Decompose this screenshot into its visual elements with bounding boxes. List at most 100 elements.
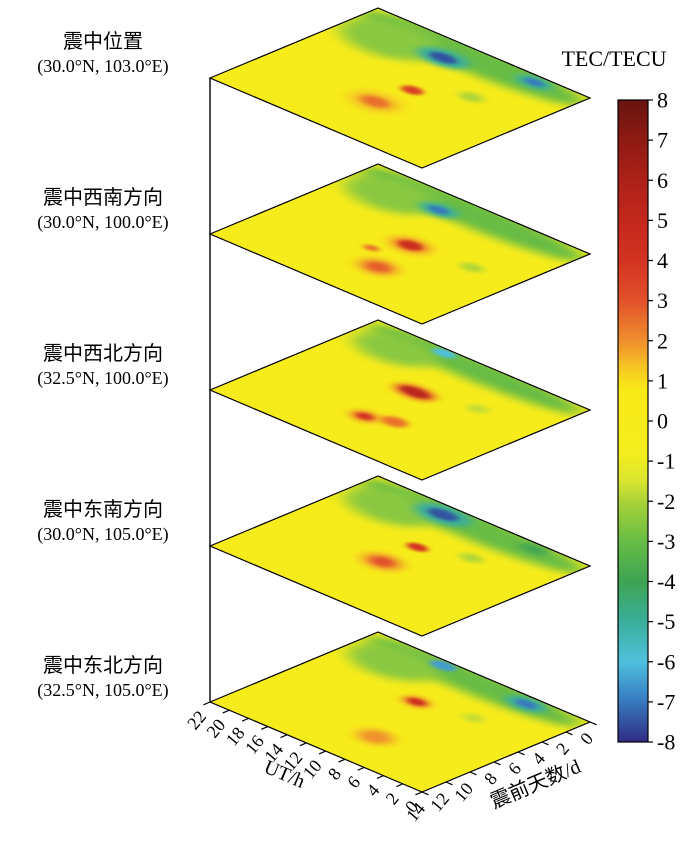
layer-background <box>210 320 590 480</box>
ut-tick-mark <box>299 742 307 747</box>
ut-tick-mark <box>280 734 288 739</box>
ut-tick-label-6: 6 <box>343 772 364 792</box>
days-tick-mark <box>589 721 597 726</box>
colorbar-tick-label-7: 7 <box>657 128 668 153</box>
layer-border <box>210 476 590 636</box>
days-tick-label-0: 0 <box>576 729 597 749</box>
tec-anomaly-blob <box>407 698 426 706</box>
tec-anomaly-blob <box>519 543 548 555</box>
tec-anomaly-blob <box>432 348 457 359</box>
layer-background <box>210 476 590 636</box>
days-tick-mark <box>445 781 453 786</box>
tec-anomaly-blob <box>460 262 484 273</box>
layer-1-name: 震中位置 <box>63 30 143 53</box>
colorbar-tick-label--5: -5 <box>657 609 675 634</box>
layer-border <box>210 320 590 480</box>
layer-5-name: 震中东北方向 <box>43 654 163 677</box>
colorbar-tick-label-3: 3 <box>657 288 668 313</box>
days-tick-mark <box>565 731 573 736</box>
ut-tick-mark <box>395 783 403 788</box>
tec-anomaly-blob <box>467 404 489 414</box>
tec-anomaly-blob <box>339 17 441 61</box>
tec-anomaly-blob <box>360 95 390 108</box>
tec-anomaly-blob <box>366 262 390 272</box>
tec-anomaly-blob <box>427 508 458 521</box>
days-tick-label-8: 8 <box>480 769 501 789</box>
tec-anomaly-blob <box>429 51 458 64</box>
layer-4-name: 震中东南方向 <box>43 498 163 521</box>
days-tick-mark <box>517 751 525 756</box>
colorbar-tick-label--8: -8 <box>657 730 675 755</box>
colorbar-tick-label--2: -2 <box>657 489 675 514</box>
days-tick-mark <box>469 771 477 776</box>
days-tick-label-6: 6 <box>504 759 525 779</box>
chart-canvas: 震中位置 (30.0°N, 103.0°E) 震中西南方向 (30.0°N, 100.… <box>37 0 675 825</box>
tec-anomaly-blob <box>344 175 439 215</box>
days-tick-mark <box>541 741 549 746</box>
colorbar-tick-label-4: 4 <box>657 248 668 273</box>
tec-anomaly-blob <box>430 660 457 672</box>
tec-anomaly-blob <box>406 542 428 552</box>
tec-anomaly-blob <box>400 85 424 95</box>
layer-border <box>210 632 590 792</box>
tec-anomaly-blob <box>353 331 437 368</box>
colorbar-tick-label--4: -4 <box>657 569 675 594</box>
colorbar-tick-label-2: 2 <box>657 328 668 353</box>
ut-tick-mark <box>222 709 230 714</box>
layer-2-name: 震中西南方向 <box>43 186 163 209</box>
tec-anomaly-blob <box>363 244 380 252</box>
tec-map-layer-5 <box>191 624 609 800</box>
ut-tick-mark <box>357 766 365 771</box>
colorbar-tick-label-0: 0 <box>657 409 668 434</box>
layer-background <box>210 8 590 168</box>
ut-tick-mark <box>338 758 346 763</box>
colorbar-tick-label-6: 6 <box>657 168 668 193</box>
tec-anomaly-blob <box>344 487 439 527</box>
tec-map-layer-1 <box>191 0 609 176</box>
tec-anomaly-blob <box>357 729 394 745</box>
ut-tick-mark <box>318 750 326 755</box>
layer-3-coordinates: (32.5°N, 100.0°E) <box>37 368 168 389</box>
tec-anomaly-blob <box>356 412 374 420</box>
layer-2-coordinates: (30.0°N, 100.0°E) <box>37 212 168 233</box>
ut-tick-label-8: 8 <box>324 764 345 784</box>
tec-map-layer-4 <box>191 468 609 644</box>
tec-anomaly-blob <box>397 240 423 251</box>
days-tick-label-10: 10 <box>450 779 477 806</box>
tec-map-layer-3 <box>191 312 609 488</box>
tec-anomaly-blob <box>380 416 408 428</box>
colorbar-tick-label--7: -7 <box>657 689 675 714</box>
colorbar-title: TEC/TECU <box>561 46 666 71</box>
colorbar-tick-label-5: 5 <box>657 208 668 233</box>
ut-tick-mark <box>376 775 384 779</box>
layer-background <box>210 632 590 792</box>
colorbar-gradient <box>617 99 649 743</box>
colorbar-tick-label--6: -6 <box>657 649 675 674</box>
colorbar-tick-label-8: 8 <box>657 88 668 113</box>
days-tick-label-4: 4 <box>528 749 549 769</box>
colorbar-tick-label--1: -1 <box>657 449 675 474</box>
tec-anomaly-blob <box>370 556 395 567</box>
tec-anomaly-blob <box>347 643 438 682</box>
tec-anomaly-blob <box>428 205 449 215</box>
ut-tick-mark <box>203 701 211 706</box>
tec-anomaly-blob <box>515 699 537 709</box>
layer-3-name: 震中西北方向 <box>43 342 163 365</box>
tec-anomaly-blob <box>524 78 544 87</box>
days-axis-label: 震前天数/d <box>487 755 584 814</box>
ut-tick-label-2: 2 <box>382 789 403 809</box>
tec-anomaly-blob <box>459 553 483 563</box>
layer-border <box>210 8 590 168</box>
layer-border <box>210 164 590 324</box>
layer-5-coordinates: (32.5°N, 105.0°E) <box>37 680 168 701</box>
tec-anomaly-blob <box>462 713 484 723</box>
colorbar-tick-label--3: -3 <box>657 529 675 554</box>
days-tick-label-2: 2 <box>552 739 573 759</box>
ut-tick-mark <box>261 725 269 730</box>
days-tick-mark <box>421 791 429 796</box>
layer-4-coordinates: (30.0°N, 105.0°E) <box>37 524 168 545</box>
ut-tick-mark <box>241 717 249 722</box>
layer-1-coordinates: (30.0°N, 103.0°E) <box>37 56 168 77</box>
